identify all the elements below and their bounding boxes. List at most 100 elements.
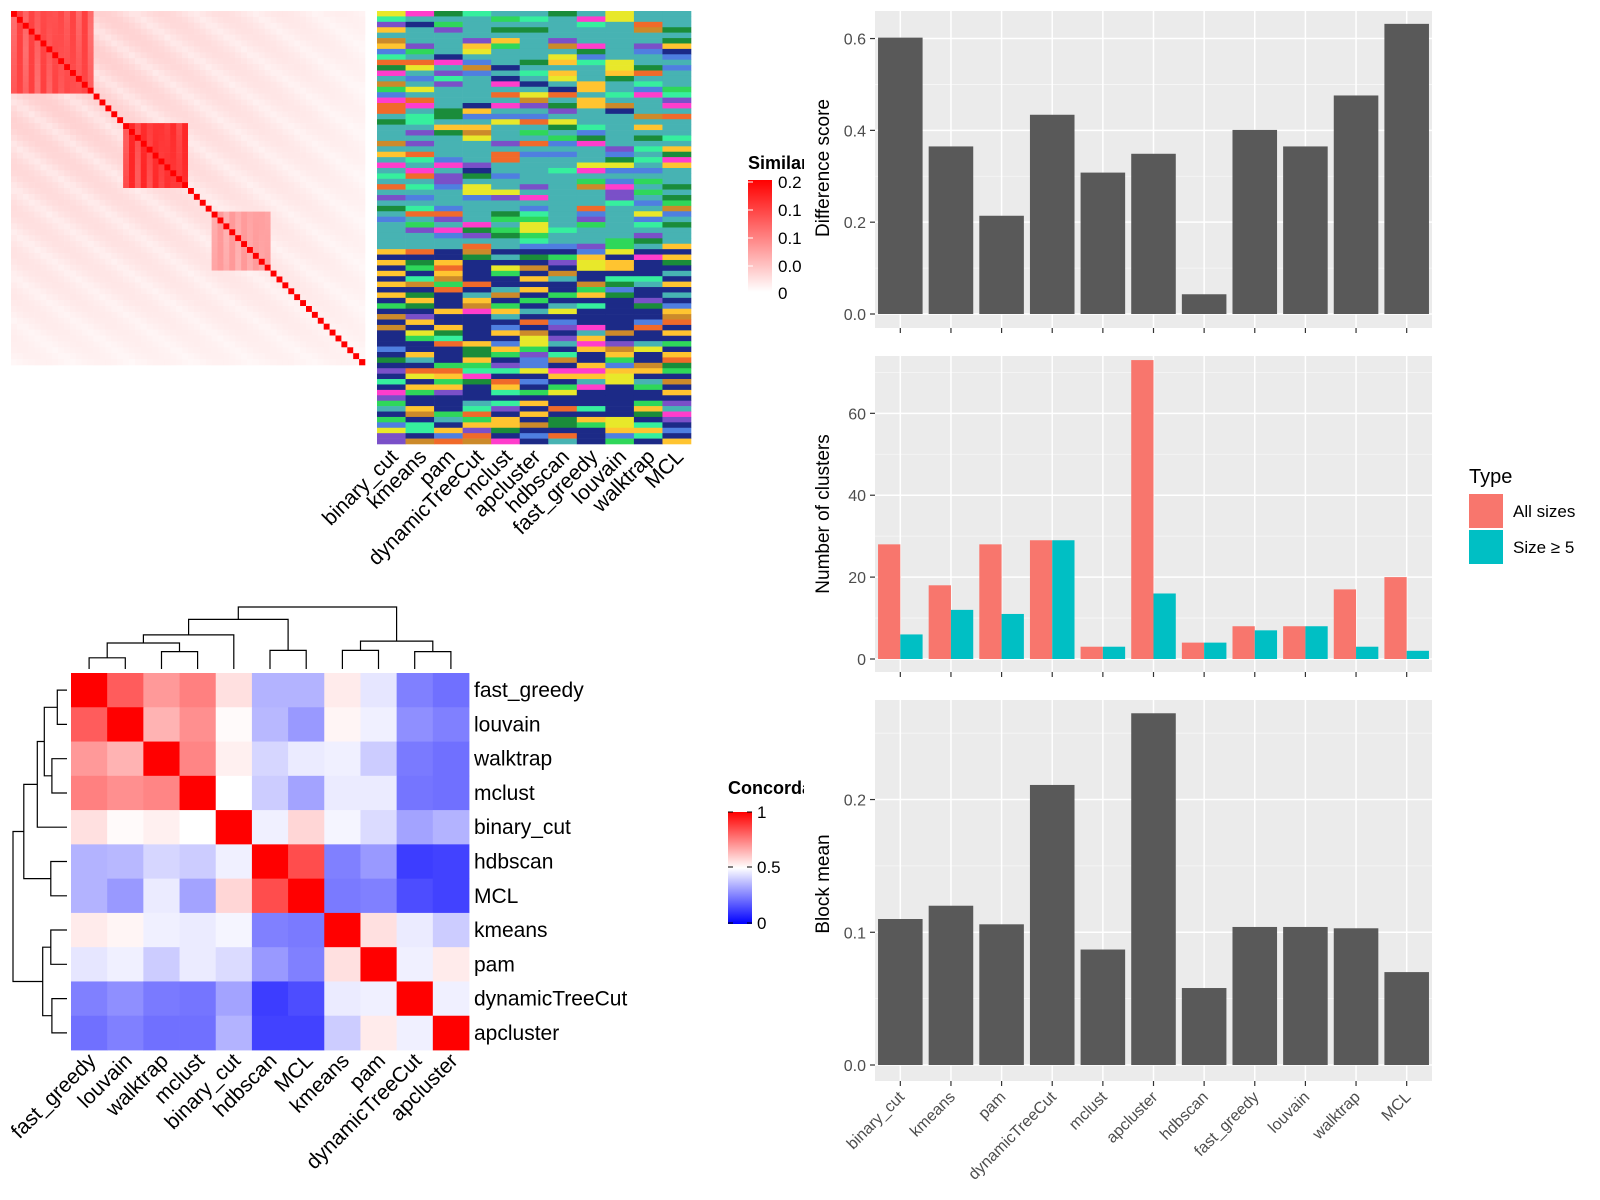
clusters-bar-all-mclust <box>1080 646 1103 659</box>
concordance-cell <box>143 707 180 742</box>
block-bar-pam <box>979 924 1024 1065</box>
concordance-cell <box>179 775 217 811</box>
concordance-cell <box>288 1015 325 1051</box>
concordance-cell <box>432 707 470 742</box>
concordance-cell <box>143 673 180 708</box>
concordance-cell <box>324 707 361 742</box>
concordance-cell <box>288 947 325 982</box>
concordance-cell <box>324 844 361 880</box>
concordance-cell <box>288 844 325 880</box>
row-dendrogram <box>12 689 67 1034</box>
concordance-cell <box>396 810 434 845</box>
block-mean-ylabel: Block mean <box>813 834 834 933</box>
concordance-cell <box>396 673 434 708</box>
clusters-bar-all-MCL <box>1384 577 1407 659</box>
similarity-matrix <box>11 11 366 366</box>
difference-score-ylabel: Difference score <box>813 99 834 237</box>
clusters-bar-size5-kmeans <box>950 609 974 659</box>
concordance-cell <box>288 707 325 742</box>
concordance-cell <box>251 844 289 880</box>
concordance-cell <box>360 912 398 948</box>
type-legend: Type All sizes Size ≥ 5 <box>1469 466 1575 564</box>
legend-label-all-sizes: All sizes <box>1513 502 1575 521</box>
concordance-cell <box>71 673 108 708</box>
concordance-cell <box>179 810 217 845</box>
concordance-cell <box>143 844 180 880</box>
concordance-cell <box>324 947 361 982</box>
concordance-cell <box>288 741 325 777</box>
block-bar-binary_cut <box>878 919 923 1065</box>
clusters-ytick-label: 40 <box>848 488 866 505</box>
diff-ytick-label: 0.4 <box>844 123 866 140</box>
concordance-cell <box>396 981 434 1017</box>
clusters-bar-size5-walktrap <box>1356 646 1379 659</box>
concordance-cell <box>288 878 325 914</box>
concordance-legend-tick-2: 0 <box>757 914 766 933</box>
block-bar-hdbscan <box>1181 988 1227 1065</box>
legend-label-size-5: Size ≥ 5 <box>1513 538 1574 557</box>
concordance-cell <box>179 1015 217 1051</box>
concordance-cell <box>324 673 361 708</box>
number-of-clusters-ylabel: Number of clusters <box>813 434 834 593</box>
clusters-bar-all-apcluster <box>1131 360 1154 659</box>
concordance-cell <box>143 741 180 777</box>
concordance-cell <box>179 878 217 914</box>
concordance-cell <box>143 912 180 948</box>
diff-bar-dynamicTreeCut <box>1029 114 1075 314</box>
clusters-bar-size5-pam <box>1001 613 1024 659</box>
clusters-bar-size5-fast_greedy <box>1254 630 1278 659</box>
concordance-cell <box>396 707 434 742</box>
diff-bar-pam <box>979 215 1024 314</box>
concordance-row-label-apcluster: apcluster <box>474 1022 559 1045</box>
concordance-cell <box>251 947 289 982</box>
clusters-bar-size5-louvain <box>1305 626 1328 659</box>
clusters-bar-all-dynamicTreeCut <box>1029 540 1053 659</box>
similarity-legend-tick-1: 0.1 <box>778 201 802 220</box>
concordance-row-label-mclust: mclust <box>474 782 535 805</box>
concordance-legend: Concordance 10.50 <box>728 778 843 933</box>
clusters-bar-size5-binary_cut <box>900 634 923 659</box>
similarity-legend: Similarity 0.2 0.1 0.1 0.0 0 <box>748 153 829 303</box>
concordance-cell <box>107 981 144 1017</box>
block-bar-kmeans <box>928 905 974 1065</box>
clusters-bar-all-walktrap <box>1333 589 1357 659</box>
legend-key-size-5 <box>1469 530 1503 564</box>
similarity-legend-title: Similarity <box>748 153 829 173</box>
concordance-cell <box>71 741 108 777</box>
cluster-assignment-strips <box>377 11 692 445</box>
concordance-cell <box>215 1015 253 1051</box>
concordance-cell <box>107 878 144 914</box>
similarity-legend-tick-3: 0.0 <box>778 257 802 276</box>
clusters-ytick-label: 20 <box>848 570 866 587</box>
diff-bar-fast_greedy <box>1232 129 1278 314</box>
concordance-cell <box>71 878 108 914</box>
concordance-cell <box>107 673 144 708</box>
concordance-cell <box>179 947 217 982</box>
concordance-cell <box>324 878 361 914</box>
concordance-row-label-louvain: louvain <box>474 713 541 736</box>
block-mean-chart: Block mean 0.0 0.1 0.2 <box>813 700 1432 1086</box>
similarity-legend-tick-2: 0.1 <box>778 229 802 248</box>
concordance-cell <box>360 947 398 982</box>
similarity-legend-bar <box>748 180 772 292</box>
concordance-row-label-kmeans: kmeans <box>474 919 548 942</box>
concordance-cell <box>71 912 108 948</box>
concordance-cell <box>396 775 434 811</box>
block-ytick-label: 0.0 <box>844 1058 866 1075</box>
concordance-cell <box>107 741 144 777</box>
concordance-cell <box>432 981 470 1017</box>
concordance-row-label-fast_greedy: fast_greedy <box>474 679 584 702</box>
block-bar-dynamicTreeCut <box>1029 784 1075 1065</box>
concordance-column-labels: fast_greedylouvainwalktrapmclustbinary_c… <box>7 1049 463 1174</box>
concordance-cell <box>324 741 361 777</box>
diff-bar-walktrap <box>1333 95 1379 315</box>
concordance-legend-title: Concordance <box>728 778 843 798</box>
x-label-walktrap: walktrap <box>1309 1089 1364 1144</box>
concordance-cell <box>396 878 434 914</box>
concordance-cell <box>179 844 217 880</box>
concordance-cell <box>288 775 325 811</box>
concordance-row-label-MCL: MCL <box>474 885 518 908</box>
concordance-cell <box>288 981 325 1017</box>
legend-key-all-sizes <box>1469 494 1503 528</box>
concordance-row-label-pam: pam <box>474 953 515 976</box>
